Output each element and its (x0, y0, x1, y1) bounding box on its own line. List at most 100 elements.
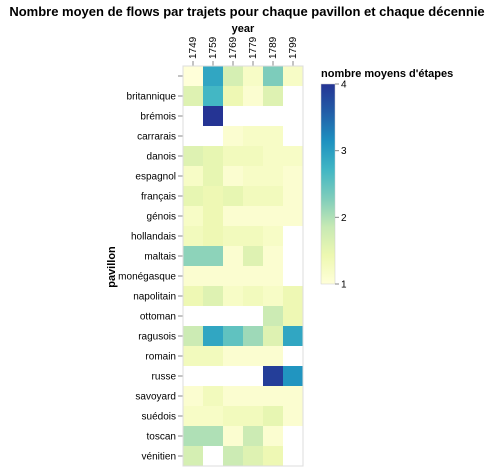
heatmap-cell (183, 86, 203, 106)
heatmap-cell (223, 86, 243, 106)
heatmap-cell (263, 406, 283, 426)
y-axis-title: pavillon (106, 246, 118, 288)
heatmap-cell (223, 246, 243, 266)
y-tick-label: russe (152, 372, 177, 383)
heatmap-cell (283, 166, 303, 186)
heatmap-cell (263, 186, 283, 206)
x-axis-title: year (232, 23, 255, 35)
x-tick-label: 1789 (268, 36, 279, 59)
heatmap-cell (263, 446, 283, 466)
heatmap-cell (183, 186, 203, 206)
heatmap-cell (203, 326, 223, 346)
legend-tick-label: 1 (341, 280, 347, 291)
y-tick-label: savoyard (135, 392, 176, 403)
heatmap-cell (243, 406, 263, 426)
heatmap-cell (283, 386, 303, 406)
y-tick-label: napolitain (133, 292, 176, 303)
heatmap-cell (263, 346, 283, 366)
heatmap-cell (223, 66, 243, 86)
x-tick-label: 1799 (288, 36, 299, 59)
heatmap-cell (263, 266, 283, 286)
heatmap-cell (263, 366, 283, 386)
y-tick-label: vénitien (142, 452, 176, 463)
heatmap-cell (223, 126, 243, 146)
heatmap-cell (243, 246, 263, 266)
heatmap-cell (223, 326, 243, 346)
heatmap-cell (203, 246, 223, 266)
y-tick-label: espagnol (135, 172, 176, 183)
y-tick-label: hollandais (131, 232, 176, 243)
y-axis: britannique brémois carrarais danois espagno… (118, 75, 183, 463)
heatmap-cell (243, 426, 263, 446)
y-tick-label: britannique (127, 92, 177, 103)
heatmap-cell (183, 446, 203, 466)
heatmap-cell (183, 66, 203, 86)
heatmap-cell (263, 246, 283, 266)
heatmap-cell (183, 326, 203, 346)
y-tick-label: français (141, 192, 176, 203)
x-tick-label: 1759 (208, 36, 219, 59)
heatmap-cell (263, 206, 283, 226)
heatmap-cells (183, 66, 303, 466)
chart-title: Nombre moyen de flows par trajets pour c… (9, 4, 484, 19)
heatmap-cell (183, 166, 203, 186)
y-tick-label: maltais (144, 252, 176, 263)
heatmap-cell (183, 386, 203, 406)
heatmap-cell (203, 406, 223, 426)
heatmap-cell (183, 266, 203, 286)
heatmap-cell (243, 146, 263, 166)
heatmap-cell (283, 366, 303, 386)
heatmap-cell (183, 426, 203, 446)
heatmap-cell (203, 86, 223, 106)
heatmap-cell (283, 406, 303, 426)
heatmap-cell (203, 66, 223, 86)
heatmap-cell (243, 286, 263, 306)
plot-border (182, 65, 304, 467)
heatmap-cell (203, 346, 223, 366)
heatmap-cell (183, 246, 203, 266)
heatmap-cell (243, 206, 263, 226)
heatmap-cell (243, 386, 263, 406)
heatmap-cell (203, 286, 223, 306)
x-tick-label: 1749 (188, 36, 199, 59)
legend-tick-label: 4 (341, 80, 347, 91)
heatmap-cell (223, 206, 243, 226)
heatmap-cell (223, 226, 243, 246)
heatmap-cell (223, 146, 243, 166)
heatmap-cell (263, 386, 283, 406)
heatmap-cell (243, 326, 263, 346)
heatmap-cell (283, 306, 303, 326)
heatmap-cell (203, 426, 223, 446)
heatmap-cell (223, 386, 243, 406)
heatmap-cell (283, 186, 303, 206)
legend-tick-label: 3 (341, 146, 347, 157)
heatmap-cell (223, 166, 243, 186)
heatmap-cell (223, 426, 243, 446)
heatmap-cell (243, 186, 263, 206)
y-tick-label: danois (147, 152, 176, 163)
y-tick-label: ottoman (140, 312, 176, 323)
heatmap-cell (203, 266, 223, 286)
heatmap-cell (203, 186, 223, 206)
heatmap-cell (243, 446, 263, 466)
x-tick-label: 1779 (248, 36, 259, 59)
heatmap-cell (223, 406, 243, 426)
y-tick-label: romain (145, 352, 176, 363)
heatmap-cell (183, 146, 203, 166)
heatmap-cell (203, 166, 223, 186)
heatmap-cell (283, 326, 303, 346)
heatmap-cell (183, 286, 203, 306)
heatmap-cell (263, 146, 283, 166)
legend-tick-label: 2 (341, 213, 347, 224)
heatmap-cell (263, 426, 283, 446)
heatmap-cell (203, 206, 223, 226)
heatmap-cell (223, 286, 243, 306)
heatmap-cell (243, 66, 263, 86)
y-tick-label: ragusois (138, 332, 176, 343)
heatmap-cell (263, 66, 283, 86)
heatmap-cell (223, 346, 243, 366)
y-tick-label: brémois (140, 112, 176, 123)
y-tick-label: toscan (147, 432, 176, 443)
heatmap-cell (223, 266, 243, 286)
